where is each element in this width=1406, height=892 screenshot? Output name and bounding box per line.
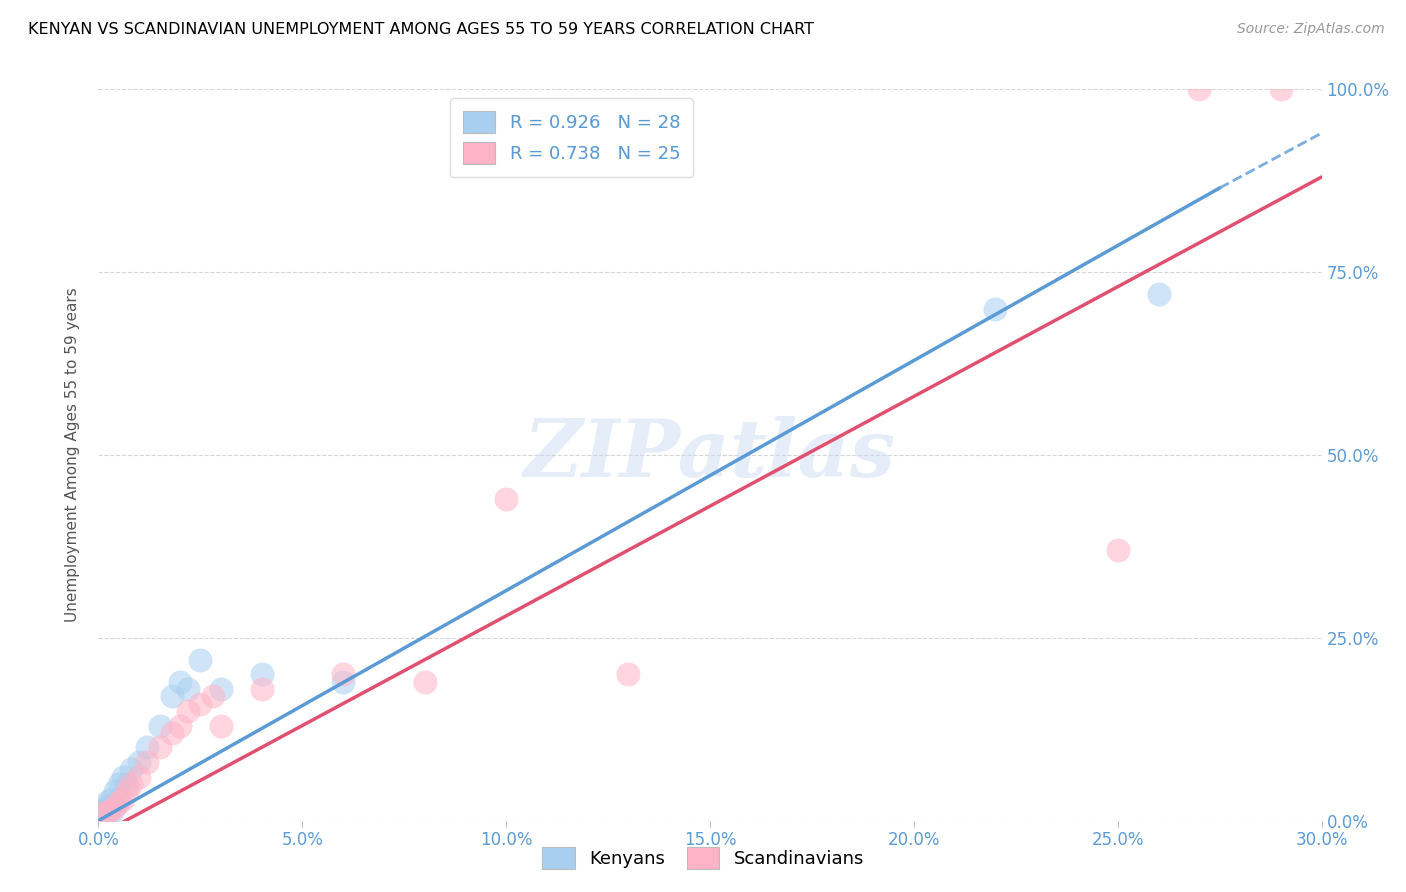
Point <box>188 653 212 667</box>
Text: ZIPatlas: ZIPatlas <box>524 417 896 493</box>
Point <box>120 777 142 791</box>
Point <box>120 763 142 777</box>
Point <box>1270 82 1292 96</box>
Point <box>136 740 159 755</box>
Point <box>96 806 118 821</box>
Point <box>177 704 200 718</box>
Point <box>1147 287 1170 301</box>
Legend: Kenyans, Scandinavians: Kenyans, Scandinavians <box>533 838 873 879</box>
Point <box>100 803 122 817</box>
Point <box>136 755 159 769</box>
Point <box>209 718 232 732</box>
Point <box>111 791 134 805</box>
Point <box>250 681 273 696</box>
Point <box>1188 82 1211 96</box>
Point <box>96 796 118 810</box>
Point <box>91 810 114 824</box>
Point <box>169 674 191 689</box>
Point <box>617 667 640 681</box>
Point <box>108 796 131 810</box>
Point <box>201 690 224 704</box>
Point <box>332 667 354 681</box>
Point <box>96 799 118 814</box>
Point <box>128 755 150 769</box>
Point <box>495 491 517 506</box>
Point <box>188 697 212 711</box>
Text: KENYAN VS SCANDINAVIAN UNEMPLOYMENT AMONG AGES 55 TO 59 YEARS CORRELATION CHART: KENYAN VS SCANDINAVIAN UNEMPLOYMENT AMON… <box>28 22 814 37</box>
Point <box>984 301 1007 316</box>
Point <box>104 784 127 798</box>
Point <box>108 777 131 791</box>
Point <box>209 681 232 696</box>
Point <box>149 718 172 732</box>
Point <box>115 784 138 798</box>
Point <box>111 770 134 784</box>
Point <box>108 791 131 805</box>
Point <box>91 803 114 817</box>
Point <box>332 674 354 689</box>
Point <box>104 799 127 814</box>
Point <box>1107 543 1129 558</box>
Point <box>160 726 183 740</box>
Point <box>96 806 118 821</box>
Y-axis label: Unemployment Among Ages 55 to 59 years: Unemployment Among Ages 55 to 59 years <box>65 287 80 623</box>
Point <box>104 799 127 814</box>
Point <box>169 718 191 732</box>
Text: Source: ZipAtlas.com: Source: ZipAtlas.com <box>1237 22 1385 37</box>
Point <box>160 690 183 704</box>
Point <box>100 791 122 805</box>
Point <box>177 681 200 696</box>
Point <box>128 770 150 784</box>
Point <box>100 806 122 821</box>
Point <box>100 799 122 814</box>
Legend: R = 0.926   N = 28, R = 0.738   N = 25: R = 0.926 N = 28, R = 0.738 N = 25 <box>450 98 693 177</box>
Point <box>91 806 114 821</box>
Point <box>250 667 273 681</box>
Point <box>91 806 114 821</box>
Point <box>413 674 436 689</box>
Point <box>115 777 138 791</box>
Point <box>149 740 172 755</box>
